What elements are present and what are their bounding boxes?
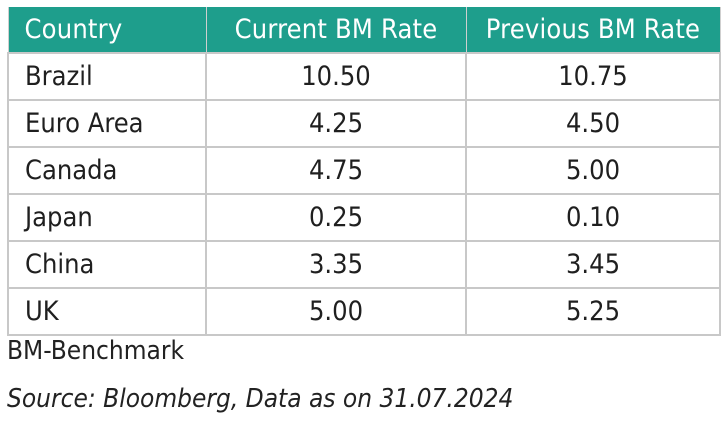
table-row: Euro Area 4.25 4.50 bbox=[7, 99, 721, 148]
current-rate-cell: 0.25 bbox=[205, 193, 467, 242]
table-row: UK 5.00 5.25 bbox=[7, 287, 721, 336]
country-cell: UK bbox=[7, 287, 207, 336]
table-row: Canada 4.75 5.00 bbox=[7, 146, 721, 195]
column-header-current-bm-rate: Current BM Rate bbox=[205, 7, 467, 54]
previous-rate-cell: 4.50 bbox=[465, 99, 721, 148]
country-cell: China bbox=[7, 240, 207, 289]
table-row: Japan 0.25 0.10 bbox=[7, 193, 721, 242]
current-rate-cell: 10.50 bbox=[205, 52, 467, 101]
current-rate-cell: 4.75 bbox=[205, 146, 467, 195]
country-cell: Canada bbox=[7, 146, 207, 195]
current-rate-cell: 3.35 bbox=[205, 240, 467, 289]
column-header-country: Country bbox=[7, 7, 207, 54]
country-cell: Euro Area bbox=[7, 99, 207, 148]
previous-rate-cell: 5.25 bbox=[465, 287, 721, 336]
previous-rate-cell: 0.10 bbox=[465, 193, 721, 242]
source-note: Source: Bloomberg, Data as on 31.07.2024 bbox=[7, 384, 514, 414]
column-header-previous-bm-rate: Previous BM Rate bbox=[465, 7, 721, 54]
table-header-row: Country Current BM Rate Previous BM Rate bbox=[7, 7, 721, 54]
previous-rate-cell: 5.00 bbox=[465, 146, 721, 195]
table-row: Brazil 10.50 10.75 bbox=[7, 52, 721, 101]
table-row: China 3.35 3.45 bbox=[7, 240, 721, 289]
abbreviation-footnote: BM-Benchmark bbox=[7, 336, 184, 366]
benchmark-rate-table: Country Current BM Rate Previous BM Rate… bbox=[7, 7, 721, 336]
current-rate-cell: 5.00 bbox=[205, 287, 467, 336]
previous-rate-cell: 10.75 bbox=[465, 52, 721, 101]
country-cell: Japan bbox=[7, 193, 207, 242]
previous-rate-cell: 3.45 bbox=[465, 240, 721, 289]
current-rate-cell: 4.25 bbox=[205, 99, 467, 148]
benchmark-rate-table-container: Country Current BM Rate Previous BM Rate… bbox=[7, 7, 721, 336]
country-cell: Brazil bbox=[7, 52, 207, 101]
